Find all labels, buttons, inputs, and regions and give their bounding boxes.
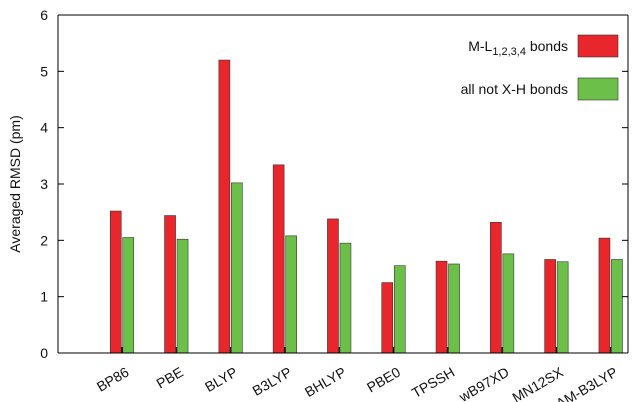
bar-bhlyp-series-2 bbox=[339, 242, 352, 354]
legend-swatch-series-2 bbox=[577, 77, 619, 101]
bar-bp86-series-2 bbox=[122, 237, 135, 354]
legend-swatch-series-1 bbox=[577, 34, 619, 58]
x-tick-label: PBE bbox=[154, 364, 186, 392]
y-tick-label: 2 bbox=[40, 232, 48, 248]
bar-pbe-series-2 bbox=[176, 238, 189, 354]
bar-b3lyp-series-1 bbox=[272, 164, 285, 354]
bar-cam-b3lyp-series-1 bbox=[598, 237, 611, 354]
y-tick-label: 4 bbox=[40, 120, 48, 136]
bar-cam-b3lyp-series-2 bbox=[611, 259, 623, 354]
legend-label-subscript: 1,2,3,4 bbox=[492, 46, 526, 58]
x-tick-label: PBE0 bbox=[364, 364, 403, 396]
x-tick-label: BHLYP bbox=[302, 364, 349, 400]
bar-b3lyp-series-2 bbox=[285, 235, 297, 354]
y-ticks-group: 0 1 2 3 4 5 6 bbox=[40, 7, 628, 361]
y-tick-label: 1 bbox=[40, 289, 48, 305]
bar-mn12sx-series-1 bbox=[544, 259, 556, 354]
legend-label-tail: bonds bbox=[526, 38, 568, 54]
y-tick-label: 6 bbox=[40, 7, 48, 23]
legend-label-series-1: M-L1,2,3,4 bonds bbox=[468, 38, 568, 58]
y-tick-label: 3 bbox=[40, 176, 48, 192]
bar-blyp-series-1 bbox=[218, 59, 231, 354]
bar-tpssh-series-2 bbox=[448, 263, 460, 354]
legend-label-series-2: all not X-H bonds bbox=[461, 81, 568, 97]
bars-group bbox=[109, 59, 623, 354]
x-tick-label: BLYP bbox=[202, 364, 240, 395]
y-tick-label: 5 bbox=[40, 63, 48, 79]
bar-bhlyp-series-1 bbox=[327, 218, 339, 354]
bar-wb97xd-series-2 bbox=[502, 253, 515, 354]
bar-tpssh-series-1 bbox=[435, 260, 448, 354]
x-ticks-group: BP86 PBE BLYP B3LYP BHLYP PBE0 TPSSH wB97XDMN12… bbox=[94, 347, 620, 402]
bar-mn12sx-series-2 bbox=[556, 261, 569, 354]
bar-wb97xd-series-1 bbox=[490, 222, 502, 354]
legend-label-main: M-L bbox=[468, 38, 492, 54]
bar-pbe0-series-2 bbox=[393, 265, 406, 354]
x-tick-label: wB97XD bbox=[456, 364, 512, 402]
y-axis-title: Averaged RMSD (pm) bbox=[7, 115, 23, 252]
bar-pbe0-series-1 bbox=[381, 282, 394, 354]
x-tick-label: B3LYP bbox=[250, 364, 295, 399]
x-tick-label: TPSSH bbox=[409, 364, 457, 401]
bar-pbe-series-1 bbox=[164, 215, 176, 354]
bar-blyp-series-2 bbox=[231, 182, 243, 354]
x-tick-label: BP86 bbox=[94, 364, 132, 395]
legend: M-L1,2,3,4 bonds all not X-H bonds bbox=[461, 34, 619, 101]
bar-bp86-series-1 bbox=[109, 210, 122, 354]
y-tick-label: 0 bbox=[40, 345, 48, 361]
